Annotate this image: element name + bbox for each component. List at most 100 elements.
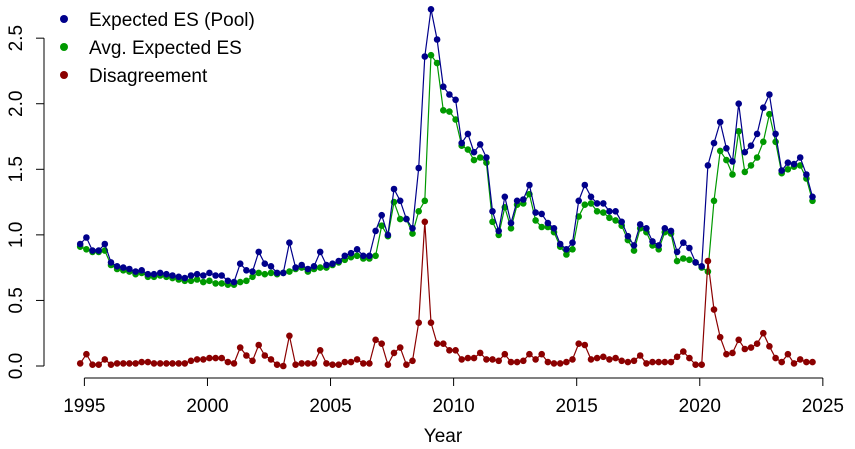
data-point <box>175 360 182 367</box>
data-point <box>704 162 712 169</box>
legend-label: Disagreement <box>89 66 208 87</box>
data-point <box>741 168 749 176</box>
data-point <box>372 227 379 235</box>
data-point <box>335 361 343 369</box>
data-point <box>766 343 773 350</box>
data-point <box>243 277 250 285</box>
data-point <box>113 360 121 367</box>
data-point <box>323 261 330 269</box>
data-point <box>89 361 96 369</box>
data-point <box>366 252 373 260</box>
data-point <box>83 246 90 253</box>
data-point <box>446 108 453 115</box>
legend-marker <box>60 71 68 79</box>
data-point <box>550 225 558 232</box>
data-point <box>230 360 238 367</box>
data-point <box>316 248 324 256</box>
data-point <box>593 200 601 207</box>
data-point <box>520 357 527 365</box>
data-point <box>206 354 213 362</box>
data-point <box>224 277 232 285</box>
data-point <box>667 227 675 235</box>
data-point <box>187 272 195 279</box>
data-point <box>76 240 84 248</box>
data-point <box>433 36 441 43</box>
data-point <box>470 148 478 156</box>
data-point <box>532 217 539 224</box>
data-point <box>440 107 447 114</box>
data-point <box>415 208 423 215</box>
data-point <box>360 360 367 367</box>
data-point <box>741 148 749 156</box>
data-point <box>347 249 355 257</box>
x-tick-label: 2020 <box>679 396 721 417</box>
data-point <box>163 270 170 278</box>
data-point <box>649 358 656 366</box>
data-point <box>716 118 724 126</box>
data-point <box>803 358 810 366</box>
data-point <box>538 210 545 218</box>
data-point <box>341 358 349 366</box>
data-point <box>587 193 595 201</box>
data-point <box>409 230 416 237</box>
data-point <box>138 267 145 274</box>
data-point <box>464 146 472 153</box>
data-point <box>138 358 145 366</box>
data-point <box>483 356 490 363</box>
data-point <box>304 265 312 273</box>
series-disagreement <box>76 218 816 370</box>
data-point <box>150 270 158 278</box>
data-point <box>784 159 792 166</box>
data-point <box>458 139 466 147</box>
data-point <box>273 361 281 369</box>
data-point <box>526 181 533 189</box>
data-point <box>218 280 225 287</box>
data-point <box>427 6 435 13</box>
data-point <box>470 156 478 164</box>
data-point <box>440 340 447 348</box>
data-point <box>83 234 90 241</box>
data-point <box>729 349 736 357</box>
data-point <box>483 154 490 161</box>
data-point <box>563 358 570 366</box>
data-point <box>680 348 687 355</box>
data-point <box>476 154 484 161</box>
data-point <box>95 361 102 369</box>
data-point <box>464 354 472 362</box>
y-tick-label: 1.5 <box>6 156 27 182</box>
data-point <box>716 333 724 341</box>
data-point <box>710 306 718 313</box>
data-point <box>587 200 595 207</box>
data-point <box>624 232 632 240</box>
data-point <box>501 350 509 358</box>
data-point <box>600 200 607 207</box>
data-point <box>212 354 219 362</box>
data-point <box>243 267 250 274</box>
data-point <box>618 357 625 365</box>
data-point <box>606 356 613 363</box>
data-point <box>298 261 306 269</box>
data-point <box>550 360 558 367</box>
data-point <box>600 353 607 361</box>
data-point <box>181 360 189 367</box>
data-point <box>655 242 662 249</box>
data-point <box>261 352 269 359</box>
data-point <box>630 357 638 365</box>
data-point <box>280 362 287 370</box>
data-point <box>403 215 410 223</box>
y-tick-label: 0.0 <box>6 353 27 379</box>
data-point <box>716 147 724 155</box>
data-point <box>624 358 632 366</box>
data-point <box>790 160 798 168</box>
data-point <box>298 360 306 367</box>
data-point <box>796 154 804 161</box>
data-point <box>809 358 816 366</box>
data-point <box>273 269 281 277</box>
data-point <box>212 280 219 287</box>
x-tick-label: 2010 <box>432 396 474 417</box>
data-point <box>544 358 552 366</box>
data-point <box>526 350 533 358</box>
data-point <box>120 360 127 367</box>
data-point <box>723 156 730 164</box>
